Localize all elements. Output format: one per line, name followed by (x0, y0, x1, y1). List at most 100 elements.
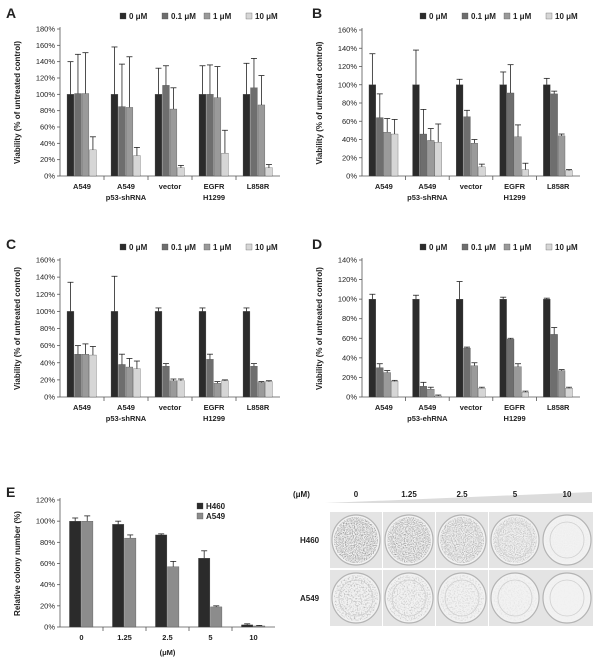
bar (521, 169, 529, 177)
y-tick-label: 60% (342, 117, 357, 126)
y-tick-label: 100% (338, 80, 358, 89)
x-tick-label: A549 (418, 182, 436, 191)
y-tick-label: 40% (40, 139, 55, 148)
bar (456, 84, 464, 177)
legend-label: H460 (206, 502, 226, 511)
bar (470, 142, 478, 177)
dose-unit-label: (μM) (293, 490, 310, 499)
colony-plate (383, 512, 435, 568)
panel-label: D (312, 236, 322, 252)
bar (565, 388, 573, 398)
y-tick-label: 80% (342, 99, 357, 108)
bar (427, 140, 435, 177)
legend-swatch (119, 12, 127, 20)
legend-label: 1 μM (513, 243, 532, 252)
bar (257, 104, 266, 177)
legend-swatch (196, 512, 204, 520)
bar (74, 93, 82, 177)
bar (206, 94, 214, 177)
y-tick-label: 0% (44, 172, 55, 181)
y-axis-label: Viability (% of untreated control) (13, 267, 22, 390)
plate-inner-rim (444, 521, 480, 559)
legend-label: 0.1 μM (171, 12, 196, 21)
legend-swatch (503, 243, 511, 251)
bar (412, 84, 420, 177)
bar (427, 389, 435, 398)
y-tick-label: 60% (40, 559, 55, 568)
y-tick-label: 100% (36, 307, 56, 316)
x-tick-label: EGFR (204, 182, 225, 191)
bar (81, 93, 90, 177)
bar (463, 347, 471, 398)
colony-plate (330, 512, 382, 568)
chart-panel-b: B 0% 20% 40% 60% 80% 100% 120% 140% 160% Viability… (312, 5, 580, 202)
legend-swatch (419, 12, 427, 20)
y-axis-label: Relative colony number (%) (13, 511, 22, 616)
bar (198, 558, 211, 628)
bar (383, 132, 391, 177)
colony-speckles (545, 517, 589, 563)
panel-label: A (6, 5, 16, 21)
bar (169, 108, 178, 177)
x-group-label: p53-shRNA (106, 414, 147, 423)
x-group-label: p53-shRNA (106, 193, 147, 202)
x-tick-label: 0 (79, 633, 83, 642)
bar (162, 366, 170, 398)
legend-label: 10 μM (555, 243, 578, 252)
y-tick-label: 140% (338, 44, 358, 53)
colony-speckles (493, 517, 537, 563)
colony-speckles (334, 517, 378, 563)
x-tick-label: A549 (418, 403, 436, 412)
bar (507, 92, 515, 177)
y-tick-label: 160% (36, 41, 56, 50)
x-tick-label: L858R (247, 182, 270, 191)
legend-swatch (461, 243, 469, 251)
y-tick-label: 20% (342, 153, 357, 162)
x-tick-label: EGFR (504, 182, 525, 191)
legend-swatch (503, 12, 511, 20)
colony-plate (489, 512, 541, 568)
y-axis-label: Viability (% of untreated control) (315, 41, 324, 164)
bar (265, 167, 273, 177)
legend-swatch (203, 243, 211, 251)
y-tick-label: 120% (338, 275, 358, 284)
y-tick-label: 40% (342, 135, 357, 144)
bar (110, 311, 119, 398)
bar (514, 136, 522, 177)
bar (368, 84, 376, 177)
colony-photo-panel: (μM) 0 1.25 2.5 5 10 H460 A549 (293, 490, 593, 626)
bar (478, 166, 486, 177)
bar (376, 367, 384, 398)
plate-inner-rim (497, 579, 533, 617)
bar (558, 135, 566, 177)
bar (242, 94, 251, 177)
x-tick-label: 1.25 (117, 633, 132, 642)
y-tick-label: 40% (40, 580, 55, 589)
bar (463, 116, 471, 177)
y-tick-label: 0% (44, 623, 55, 632)
y-tick-label: 100% (36, 90, 56, 99)
bar (81, 354, 90, 398)
bar (198, 311, 207, 398)
legend-label: 0 μM (429, 243, 448, 252)
bar (213, 97, 222, 177)
y-tick-label: 160% (36, 256, 56, 265)
bar (470, 365, 478, 398)
y-tick-label: 60% (342, 334, 357, 343)
y-tick-label: 80% (40, 106, 55, 115)
y-tick-label: 120% (36, 496, 56, 505)
bar (162, 85, 170, 177)
chart-panel-d: D 0% 20% 40% 60% 80% 100% 120% 140% Viability (% … (312, 236, 580, 423)
bar (543, 84, 551, 177)
bar (478, 388, 486, 398)
legend-swatch (245, 243, 253, 251)
dose-label: 5 (513, 490, 518, 499)
colony-plate (541, 512, 593, 568)
legend-swatch (203, 12, 211, 20)
y-tick-label: 140% (338, 256, 358, 265)
bar (110, 94, 119, 177)
chart-panel-e: E 0% 20% 40% 60% 80% 100% 120% Relative colony n… (6, 484, 275, 657)
bar (499, 298, 507, 398)
bar (419, 133, 427, 177)
